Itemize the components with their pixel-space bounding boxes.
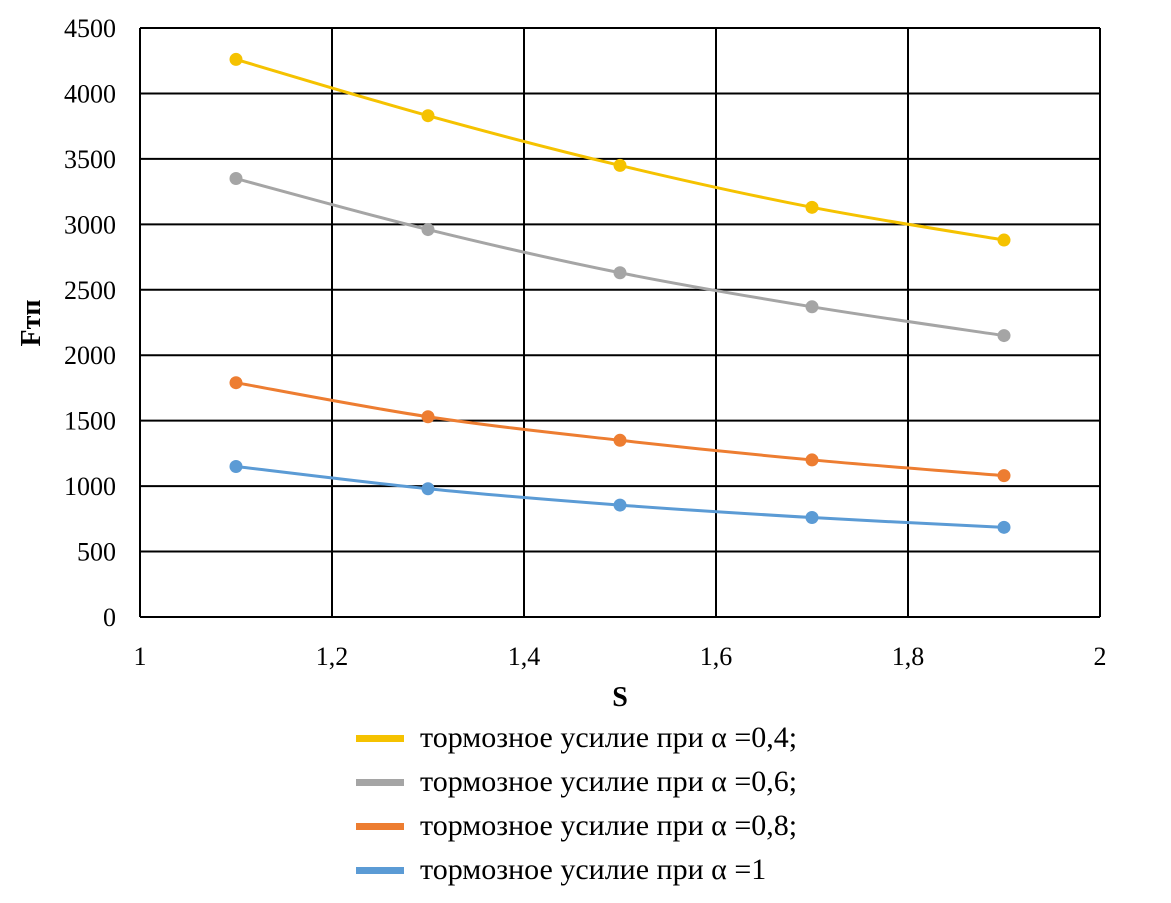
x-tick-label: 1,2 [316,642,349,671]
data-point [421,223,435,237]
x-tick-labels: 1 1,2 1,4 1,6 1,8 2 [134,642,1107,671]
y-axis-title: Fтп [16,300,47,347]
legend-label: тормозное усилие при α =0,4; [420,721,798,754]
data-point [229,459,243,473]
data-point [805,200,819,214]
data-point [613,266,627,280]
y-tick-label: 4000 [64,79,116,108]
data-point [997,520,1011,534]
legend-swatch [356,866,404,874]
x-tick-label: 2 [1094,642,1107,671]
y-tick-label: 3000 [64,210,116,239]
data-point [229,172,243,186]
data-point [421,410,435,424]
data-point [613,158,627,172]
line-chart: 0 500 1000 1500 2000 2500 3000 3500 4000 4500 1 1,… [16,14,1107,713]
legend-item: тормозное усилие при α =0,4; [356,716,797,760]
data-point [613,498,627,512]
legend-swatch [356,822,404,830]
series-group [229,52,1011,534]
x-tick-label: 1 [134,642,147,671]
series-line [235,381,1005,478]
data-point [997,329,1011,343]
legend-label: тормозное усилие при α =0,6; [420,765,798,798]
data-point [805,300,819,314]
x-axis-title: S [612,682,628,713]
data-point [997,233,1011,247]
y-tick-label: 2000 [64,341,116,370]
x-tick-label: 1,6 [700,642,733,671]
data-point [997,469,1011,483]
legend-label: тормозное усилие при α =0,8; [420,809,798,842]
series-line [235,57,1005,242]
series-line [235,177,1005,338]
data-point [805,453,819,467]
data-point [421,109,435,123]
y-tick-label: 1000 [64,472,116,501]
y-tick-label: 4500 [64,14,116,43]
y-tick-label: 500 [77,538,116,567]
y-tick-label: 1500 [64,407,116,436]
data-point [805,511,819,525]
grid-lines [139,27,1101,618]
legend-swatch [356,778,404,786]
x-tick-label: 1,4 [508,642,541,671]
y-tick-label: 3500 [64,145,116,174]
legend-item: тормозное усилие при α =0,6; [356,760,797,804]
y-tick-labels: 0 500 1000 1500 2000 2500 3000 3500 4000 4500 [64,14,116,632]
data-point [421,482,435,496]
data-point [229,376,243,390]
legend-item: тормозное усилие при α =0,8; [356,804,797,848]
data-point [613,433,627,447]
legend-label: тормозное усилие при α =1 [420,853,767,886]
legend: тормозное усилие при α =0,4; тормозное у… [356,716,797,892]
legend-swatch [356,734,404,742]
series-line [235,464,1005,529]
legend-item: тормозное усилие при α =1 [356,848,797,892]
data-point [229,52,243,66]
x-tick-label: 1,8 [892,642,925,671]
y-tick-label: 2500 [64,276,116,305]
y-tick-label: 0 [103,603,116,632]
